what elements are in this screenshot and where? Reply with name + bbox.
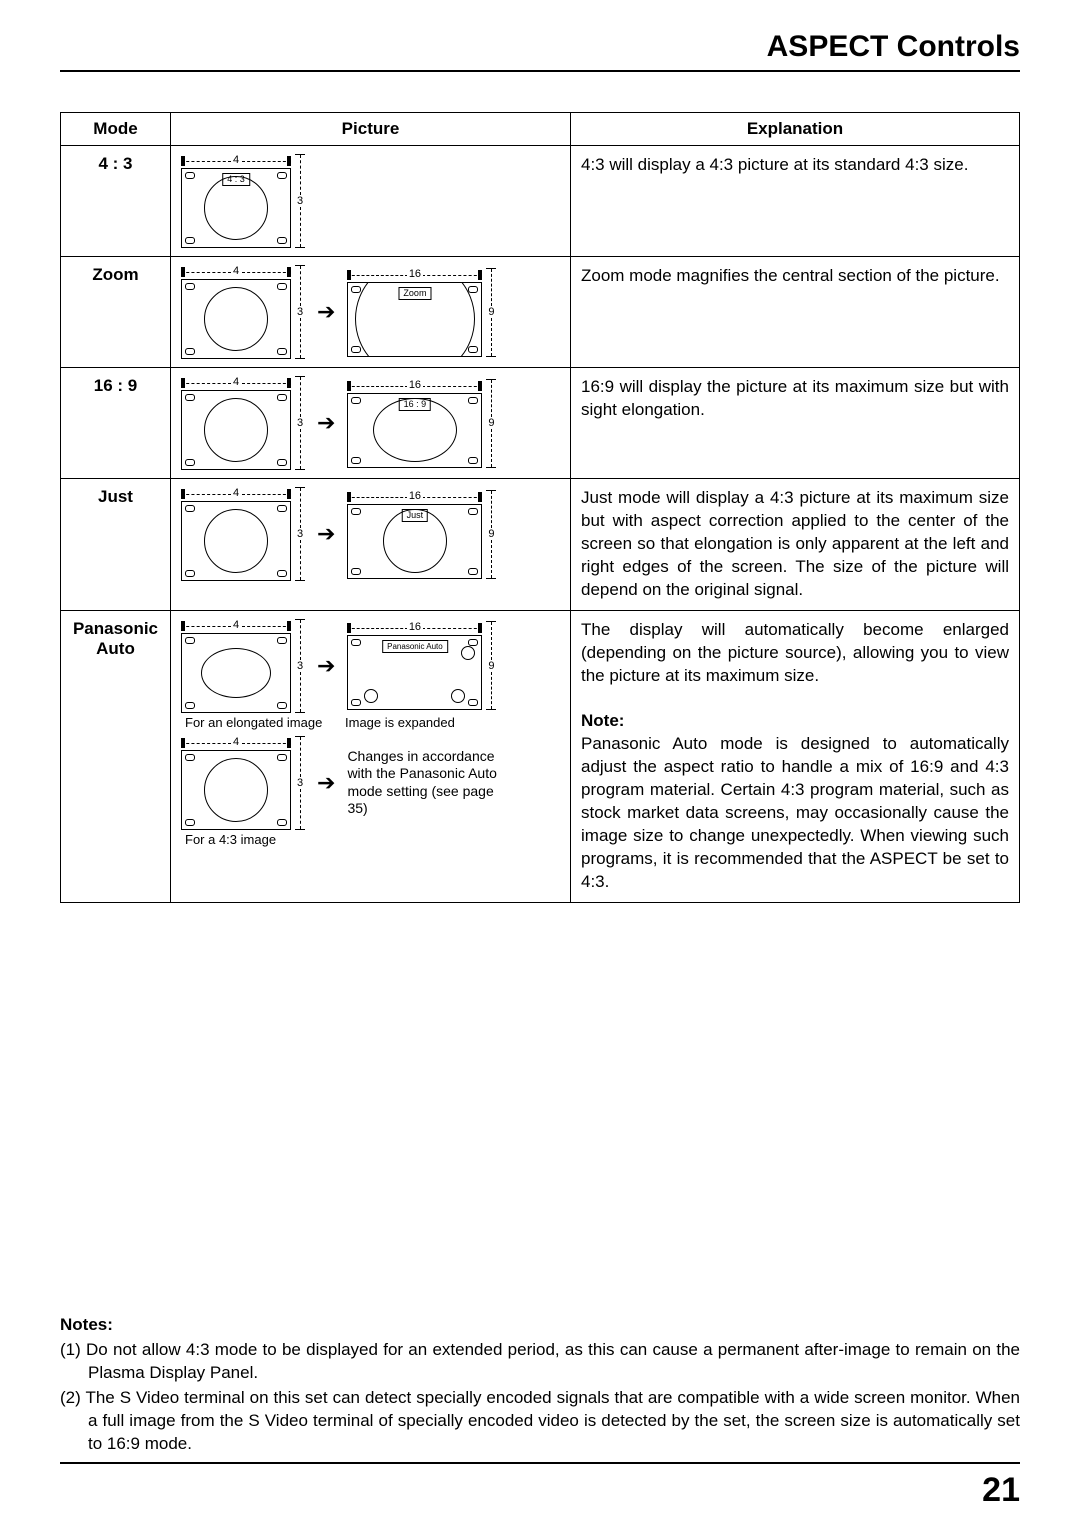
dim-3: 3 (297, 660, 303, 672)
table-header-row: Mode Picture Explanation (61, 113, 1020, 146)
tag-panasonic-auto: Panasonic Auto (382, 640, 448, 653)
diagram-pauto-src1: 4 (181, 619, 291, 713)
panasonic-auto-side-note: Changes in accordance with the Panasonic… (347, 748, 517, 818)
dim-4: 4 (231, 376, 241, 388)
header-mode: Mode (61, 113, 171, 146)
arrow-icon: ➔ (311, 653, 341, 679)
dim-16: 16 (407, 621, 423, 633)
picture-cell-panasonic-auto: 4 3 ➔ 16 (171, 610, 571, 902)
dim-3: 3 (297, 306, 303, 318)
header-explanation: Explanation (571, 113, 1020, 146)
page-title: ASPECT Controls (60, 30, 1020, 64)
pauto-exp-main: The display will automatically become en… (581, 620, 1009, 685)
dim-16: 16 (407, 379, 423, 391)
dim-4: 4 (231, 265, 241, 277)
mode-cell-just: Just (61, 479, 171, 611)
mode-cell-zoom: Zoom (61, 257, 171, 368)
dim-3: 3 (297, 777, 303, 789)
explanation-16-9: 16:9 will display the picture at its max… (571, 368, 1020, 479)
bottom-rule (60, 1462, 1020, 1464)
note-2: (2) The S Video terminal on this set can… (60, 1387, 1020, 1456)
aspect-table: Mode Picture Explanation 4 : 3 4 4 : 3 3 (60, 112, 1020, 903)
dim-4: 4 (231, 619, 241, 631)
diagram-zoom-src: 4 (181, 265, 291, 359)
mode-cell-4-3: 4 : 3 (61, 146, 171, 257)
footnotes: Notes: (1) Do not allow 4:3 mode to be d… (60, 1312, 1020, 1458)
note-1: (1) Do not allow 4:3 mode to be displaye… (60, 1339, 1020, 1385)
table-row: 4 : 3 4 4 : 3 3 4:3 will display a (61, 146, 1020, 257)
dim-3: 3 (297, 195, 303, 207)
table-row: 16 : 9 4 3 ➔ (61, 368, 1020, 479)
dim-3: 3 (297, 417, 303, 429)
mode-cell-panasonic-auto: Panasonic Auto (61, 610, 171, 902)
diagram-pauto-dst1: 16 Panasonic Auto (347, 621, 482, 710)
table-row: Zoom 4 3 ➔ (61, 257, 1020, 368)
diagram-just-src: 4 (181, 487, 291, 581)
notes-label: Notes: (60, 1315, 113, 1334)
diagram-4-3: 4 4 : 3 (181, 154, 291, 248)
explanation-zoom: Zoom mode magnifies the central section … (571, 257, 1020, 368)
picture-cell-just: 4 3 ➔ 16 (171, 479, 571, 611)
table-row: Panasonic Auto 4 3 (61, 610, 1020, 902)
explanation-just: Just mode will display a 4:3 picture at … (571, 479, 1020, 611)
dim-4: 4 (231, 736, 241, 748)
caption-expanded: Image is expanded (345, 715, 455, 730)
arrow-icon: ➔ (311, 770, 341, 796)
diagram-16-9-dst: 16 16 : 9 (347, 379, 482, 468)
caption-4-3-image: For a 4:3 image (185, 832, 560, 847)
caption-elongated: For an elongated image (185, 715, 335, 730)
header-picture: Picture (171, 113, 571, 146)
dim-16: 16 (407, 490, 423, 502)
explanation-panasonic-auto: The display will automatically become en… (571, 610, 1020, 902)
dim-9: 9 (488, 306, 494, 318)
picture-cell-4-3: 4 4 : 3 3 (171, 146, 571, 257)
pauto-note-label: Note: (581, 711, 624, 730)
arrow-icon: ➔ (311, 521, 341, 547)
dim-16: 16 (407, 268, 423, 280)
dim-4: 4 (231, 487, 241, 499)
explanation-4-3: 4:3 will display a 4:3 picture at its st… (571, 146, 1020, 257)
picture-cell-zoom: 4 3 ➔ 16 (171, 257, 571, 368)
dim-9: 9 (488, 660, 494, 672)
dim-3: 3 (297, 528, 303, 540)
diagram-just-dst: 16 Just (347, 490, 482, 579)
page-number: 21 (982, 1471, 1020, 1510)
picture-cell-16-9: 4 3 ➔ 16 (171, 368, 571, 479)
table-row: Just 4 3 ➔ (61, 479, 1020, 611)
title-bar: ASPECT Controls (60, 30, 1020, 72)
diagram-zoom-dst: 16 Zoom (347, 268, 482, 357)
dim-4: 4 (231, 154, 241, 166)
mode-cell-16-9: 16 : 9 (61, 368, 171, 479)
arrow-icon: ➔ (311, 410, 341, 436)
dim-9: 9 (488, 417, 494, 429)
diagram-16-9-src: 4 (181, 376, 291, 470)
diagram-pauto-src2: 4 (181, 736, 291, 830)
pauto-note-text: Panasonic Auto mode is designed to autom… (581, 734, 1009, 891)
arrow-icon: ➔ (311, 299, 341, 325)
dim-9: 9 (488, 528, 494, 540)
